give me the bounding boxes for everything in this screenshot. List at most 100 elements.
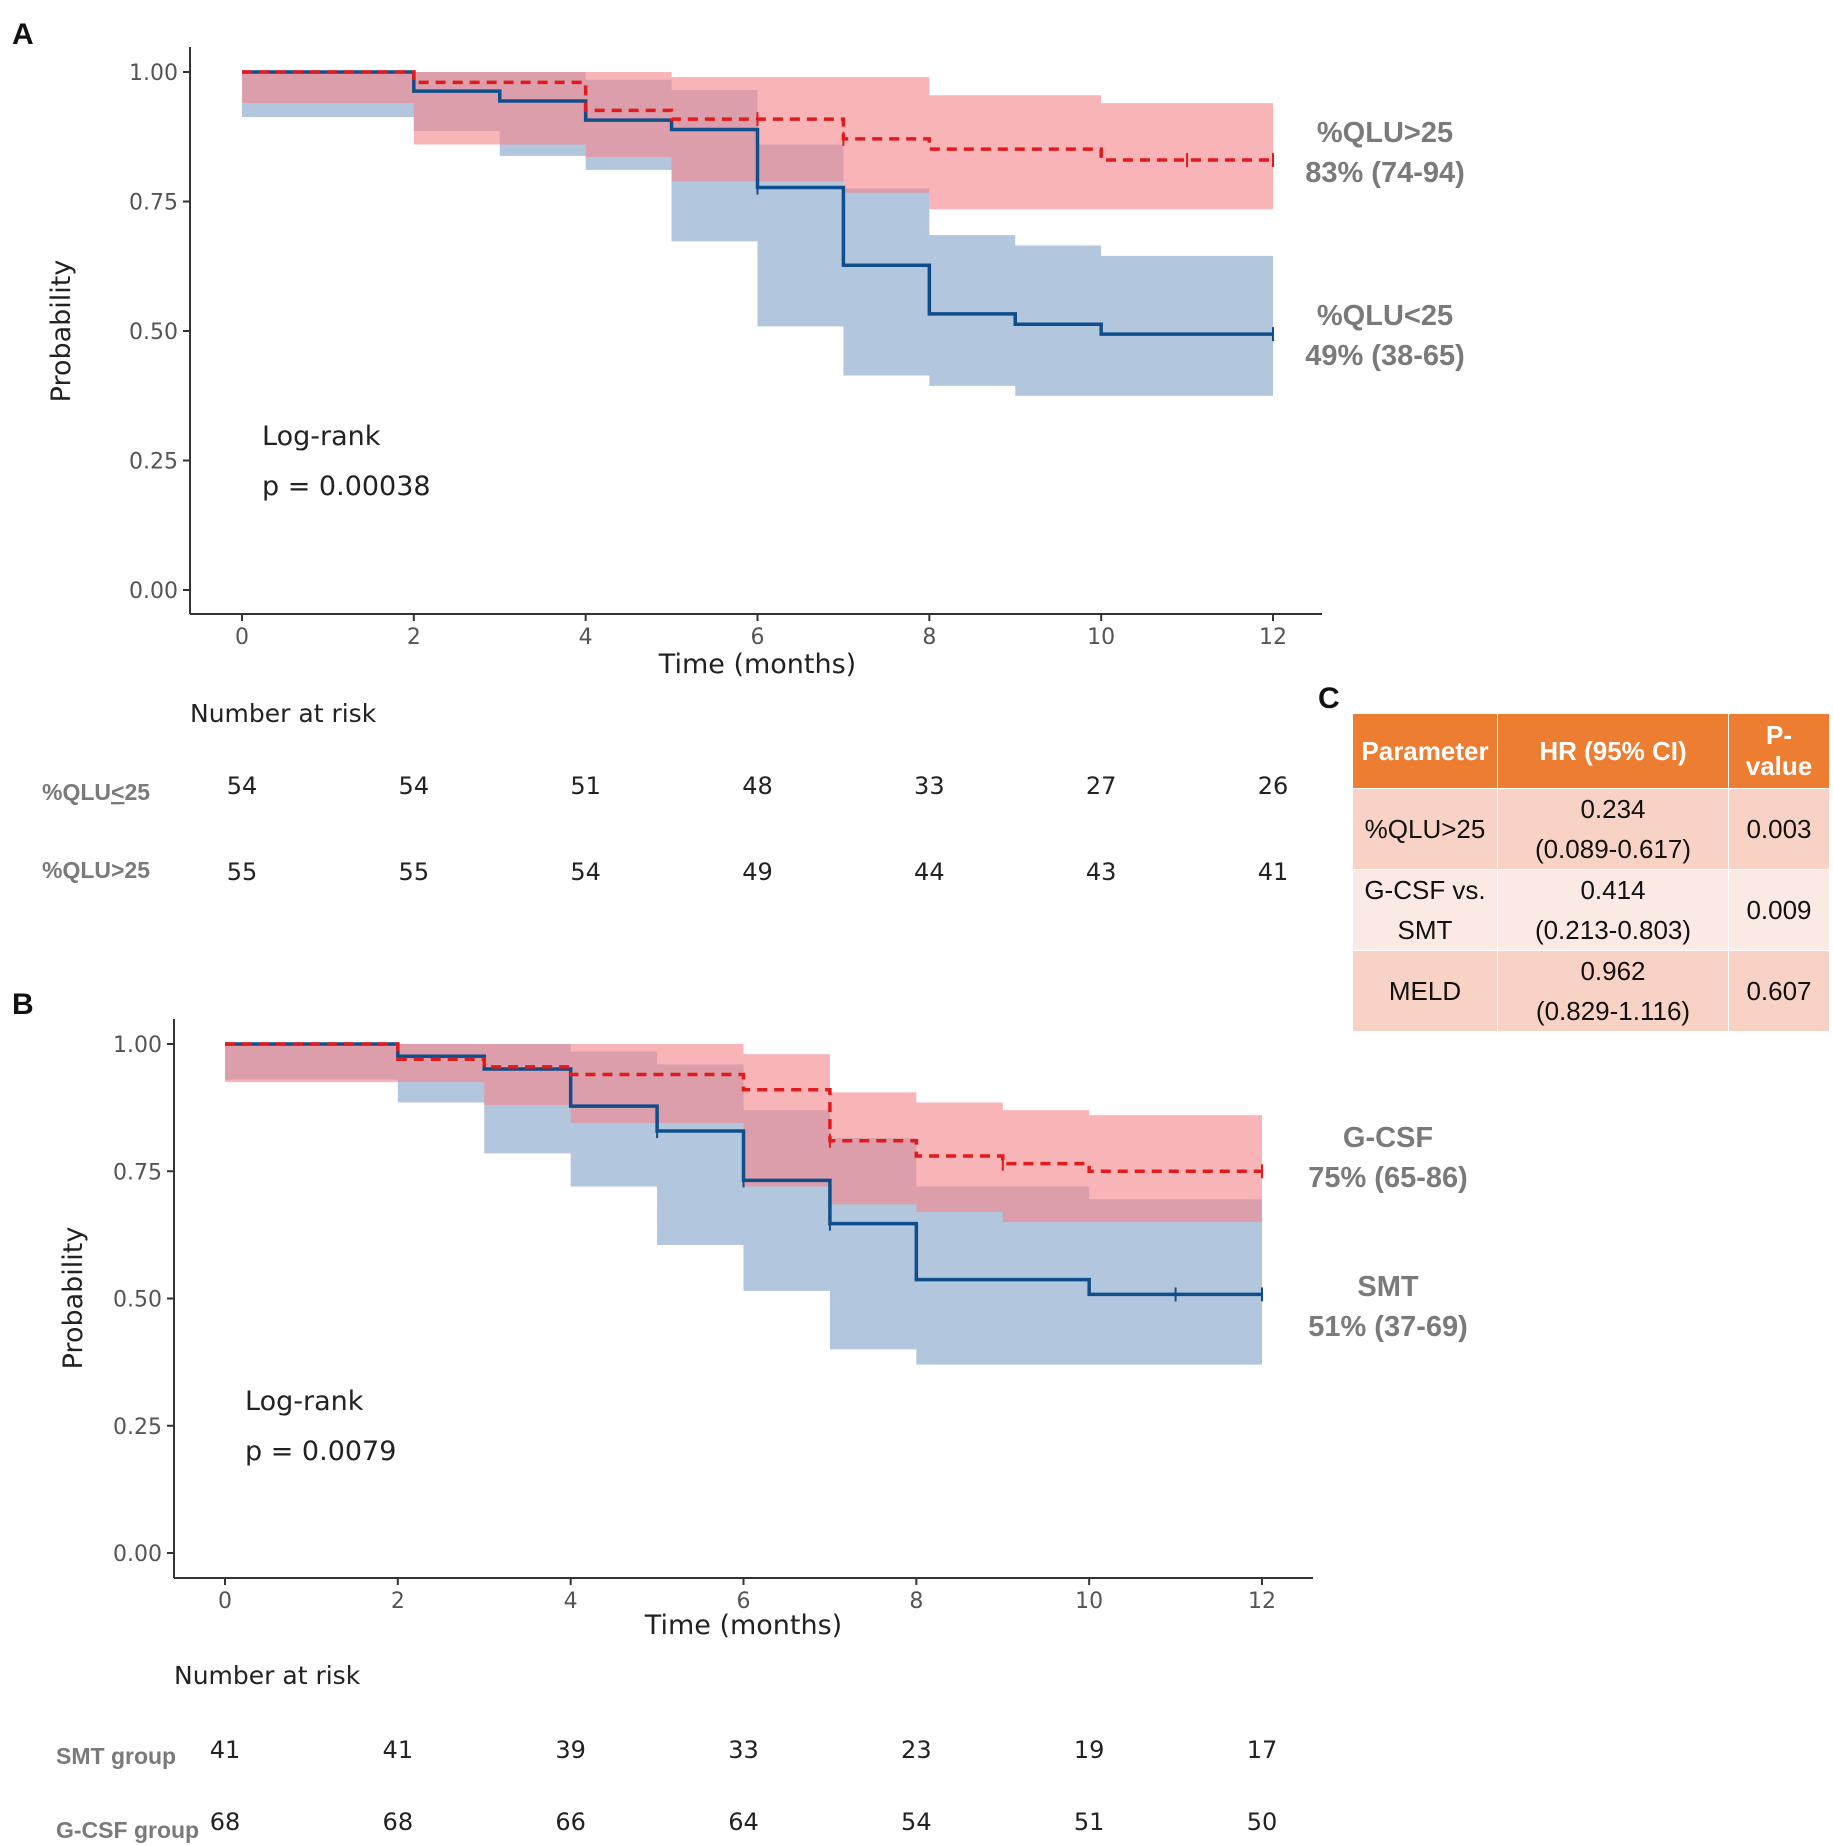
ci-value: (0.089-0.617)	[1534, 834, 1692, 864]
risk-number: 68	[210, 1808, 241, 1836]
risk-number: 44	[914, 858, 945, 886]
param-text: MELD	[1388, 976, 1462, 1006]
cell-hr: 0.962 (0.829-1.116)	[1497, 950, 1729, 1032]
hr-value: 0.414	[1580, 875, 1646, 905]
risk-number: 54	[227, 772, 258, 800]
risk-number: 33	[728, 1736, 759, 1764]
x-tick-label: 12	[1259, 625, 1287, 650]
survival-line-gcsf	[225, 1042, 1262, 1173]
risk-row-label: G-CSF group	[56, 1817, 199, 1843]
risk-number: 41	[383, 1736, 414, 1764]
y-tick-label: 1.00	[129, 61, 178, 86]
end-label-value: 75% (65-86)	[1308, 1162, 1468, 1194]
x-tick-label: 10	[1087, 625, 1115, 650]
risk-number: 27	[1086, 772, 1117, 800]
table-header-row: Parameter HR (95% CI) P-value	[1352, 713, 1830, 789]
param-text: G-CSF vs.	[1364, 875, 1486, 905]
risk-number: 64	[728, 1808, 759, 1836]
table-row: %QLU>25 0.234 (0.089-0.617) 0.003	[1352, 788, 1830, 870]
header-p-value: P-value	[1728, 713, 1830, 789]
risk-row-label: SMT group	[56, 1743, 176, 1769]
cell-hr: 0.234 (0.089-0.617)	[1497, 788, 1729, 870]
x-tick-label: 6	[737, 1589, 751, 1614]
x-tick-label: 2	[407, 625, 421, 650]
panel-letter-a: A	[12, 18, 34, 51]
risk-number: 49	[742, 858, 773, 886]
y-axis-title: Probability	[58, 1227, 89, 1370]
cell-parameter: %QLU>25	[1352, 788, 1498, 870]
risk-row-label: %QLU>25	[42, 857, 150, 883]
hr-value: 0.962	[1580, 956, 1646, 986]
risk-number: 55	[399, 858, 430, 886]
y-tick-label: 0.00	[113, 1542, 162, 1567]
risk-number: 68	[383, 1808, 414, 1836]
x-axis-title: Time (months)	[644, 1610, 842, 1641]
param-text: %QLU>25	[1364, 814, 1486, 844]
risk-number: 55	[227, 858, 258, 886]
log-rank-label: Log-rank	[245, 1386, 364, 1417]
risk-number: 43	[1086, 858, 1117, 886]
risk-number: 51	[570, 772, 601, 800]
y-tick-label: 0.75	[113, 1160, 162, 1185]
y-tick-label: 0.75	[129, 191, 178, 216]
risk-number: 54	[399, 772, 430, 800]
x-tick-label: 0	[218, 1589, 232, 1614]
panel-letter-b: B	[12, 988, 34, 1021]
panel-letter-c: C	[1318, 682, 1340, 715]
header-hr: HR (95% CI)	[1497, 713, 1729, 789]
x-tick-label: 10	[1075, 1589, 1103, 1614]
ci-value: (0.829-1.116)	[1535, 996, 1691, 1026]
risk-number: 54	[570, 858, 601, 886]
x-tick-label: 2	[391, 1589, 405, 1614]
p-value-label: p = 0.0079	[245, 1436, 396, 1467]
risk-number: 33	[914, 772, 945, 800]
risk-number: 26	[1258, 772, 1289, 800]
x-tick-label: 8	[922, 625, 936, 650]
y-tick-label: 0.50	[129, 320, 178, 345]
survival-line-qlu25	[242, 70, 1273, 336]
risk-number: 54	[901, 1808, 932, 1836]
x-tick-label: 4	[579, 625, 593, 650]
y-tick-label: 1.00	[113, 1033, 162, 1058]
x-tick-label: 12	[1248, 1589, 1276, 1614]
p-value-label: p = 0.00038	[262, 471, 431, 502]
x-tick-label: 0	[235, 625, 249, 650]
param-text-2: SMT	[1397, 915, 1453, 945]
end-label-value: 51% (37-69)	[1308, 1311, 1468, 1343]
cell-parameter: MELD	[1352, 950, 1498, 1032]
cell-p-value: 0.607	[1728, 950, 1830, 1032]
y-tick-label: 0.25	[129, 450, 178, 475]
number-at-risk-title: Number at risk	[174, 1661, 361, 1690]
cell-hr: 0.414 (0.213-0.803)	[1497, 869, 1729, 951]
y-tick-label: 0.25	[113, 1415, 162, 1440]
end-label-group: %QLU>25	[1317, 117, 1453, 149]
x-tick-label: 8	[909, 1589, 923, 1614]
risk-row-label: %QLU<25	[42, 779, 150, 805]
risk-number: 50	[1247, 1808, 1278, 1836]
risk-number: 41	[210, 1736, 241, 1764]
risk-number: 51	[1074, 1808, 1105, 1836]
cell-p-value: 0.003	[1728, 788, 1830, 870]
hr-value: 0.234	[1580, 794, 1646, 824]
km-panel-a: A 0.00 0.25 0.50 0.75 1.00 0 2 4 6 8 10 12 Time (mont…	[12, 18, 1465, 886]
risk-number: 23	[901, 1736, 932, 1764]
risk-number: 66	[555, 1808, 586, 1836]
table-row: MELD 0.962 (0.829-1.116) 0.607	[1352, 950, 1830, 1032]
y-tick-label: 0.50	[113, 1288, 162, 1313]
y-axis-title: Probability	[46, 260, 77, 403]
end-label-group: SMT	[1357, 1271, 1419, 1303]
cell-p-value: 0.009	[1728, 869, 1830, 951]
ci-value: (0.213-0.803)	[1534, 915, 1692, 945]
risk-number: 39	[555, 1736, 586, 1764]
end-label-group: %QLU<25	[1317, 300, 1453, 332]
survival-line-smt	[225, 1042, 1262, 1297]
end-label-value: 83% (74-94)	[1305, 157, 1465, 189]
x-tick-label: 6	[751, 625, 765, 650]
hazard-ratio-table: Parameter HR (95% CI) P-value %QLU>25 0.…	[1352, 713, 1830, 1032]
y-tick-label: 0.00	[129, 579, 178, 604]
x-axis-title: Time (months)	[658, 649, 856, 680]
risk-number: 19	[1074, 1736, 1105, 1764]
table-row: G-CSF vs. SMT 0.414 (0.213-0.803) 0.009	[1352, 869, 1830, 951]
